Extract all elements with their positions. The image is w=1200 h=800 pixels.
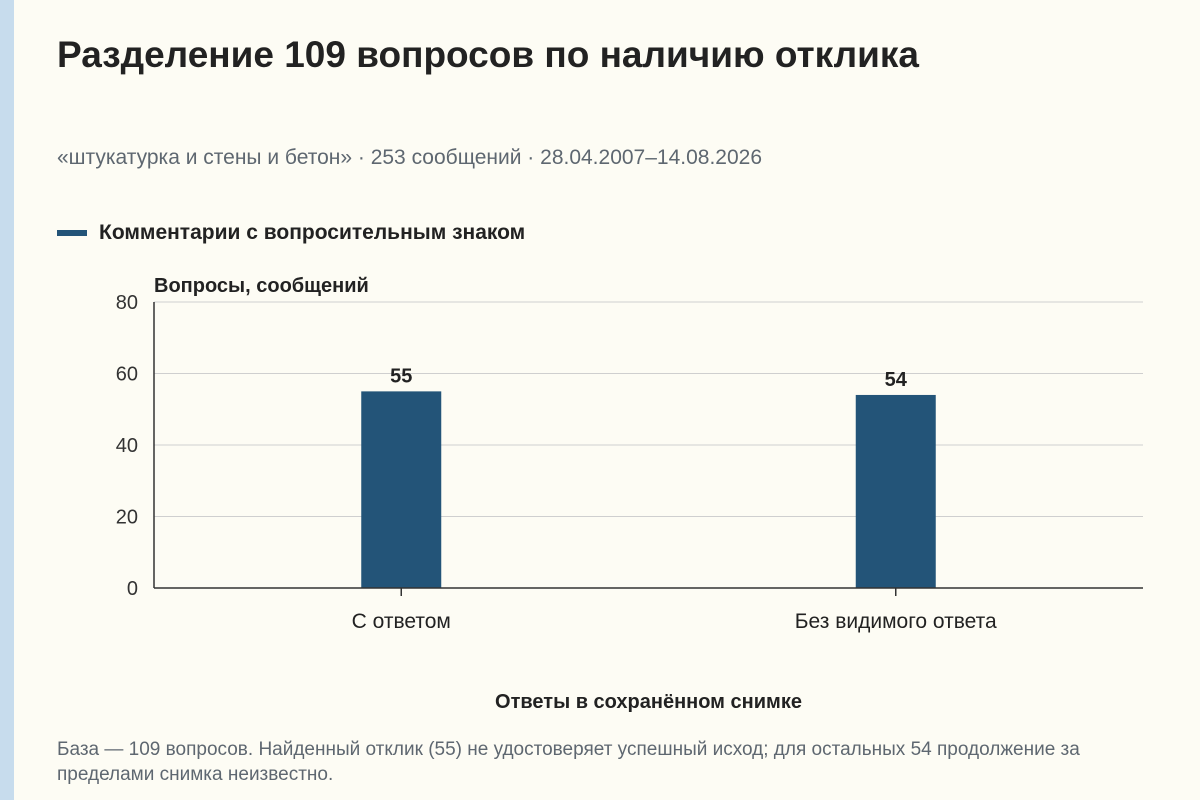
bars: 55 54 (361, 365, 936, 588)
x-category-label: Без видимого ответа (795, 610, 997, 633)
y-axis-title: Вопросы, сообщений (154, 275, 369, 297)
y-tick-label: 20 (116, 507, 138, 529)
legend-swatch (57, 230, 87, 236)
grid-lines (154, 301, 1143, 517)
y-tick-label: 80 (116, 292, 138, 314)
chart-subtitle: «штукатурка и стены и бетон» · 253 сообщ… (57, 146, 763, 169)
x-axis-title: Ответы в сохранённом снимке (495, 691, 802, 713)
edge-stripe (0, 0, 14, 800)
bar (855, 394, 936, 588)
y-tick-label: 60 (116, 364, 138, 386)
chart-caption: База — 109 вопросов. Найденный отклик (5… (57, 739, 1080, 785)
legend-label: Комментарии с вопросительным знаком (99, 221, 526, 244)
x-category-label: С ответом (352, 610, 451, 633)
data-label: 55 (390, 365, 412, 387)
y-tick-label: 0 (127, 578, 138, 600)
y-tick-label: 40 (116, 435, 138, 457)
chart-title: Разделение 109 вопросов по наличию откли… (57, 34, 919, 75)
data-label: 54 (885, 369, 908, 391)
x-axis-categories: С ответом Без видимого ответа (352, 588, 997, 633)
axes (153, 302, 1143, 589)
bar (361, 391, 442, 588)
y-axis-ticks: 0 20 40 60 80 (116, 292, 138, 600)
legend: Комментарии с вопросительным знаком (57, 219, 525, 247)
